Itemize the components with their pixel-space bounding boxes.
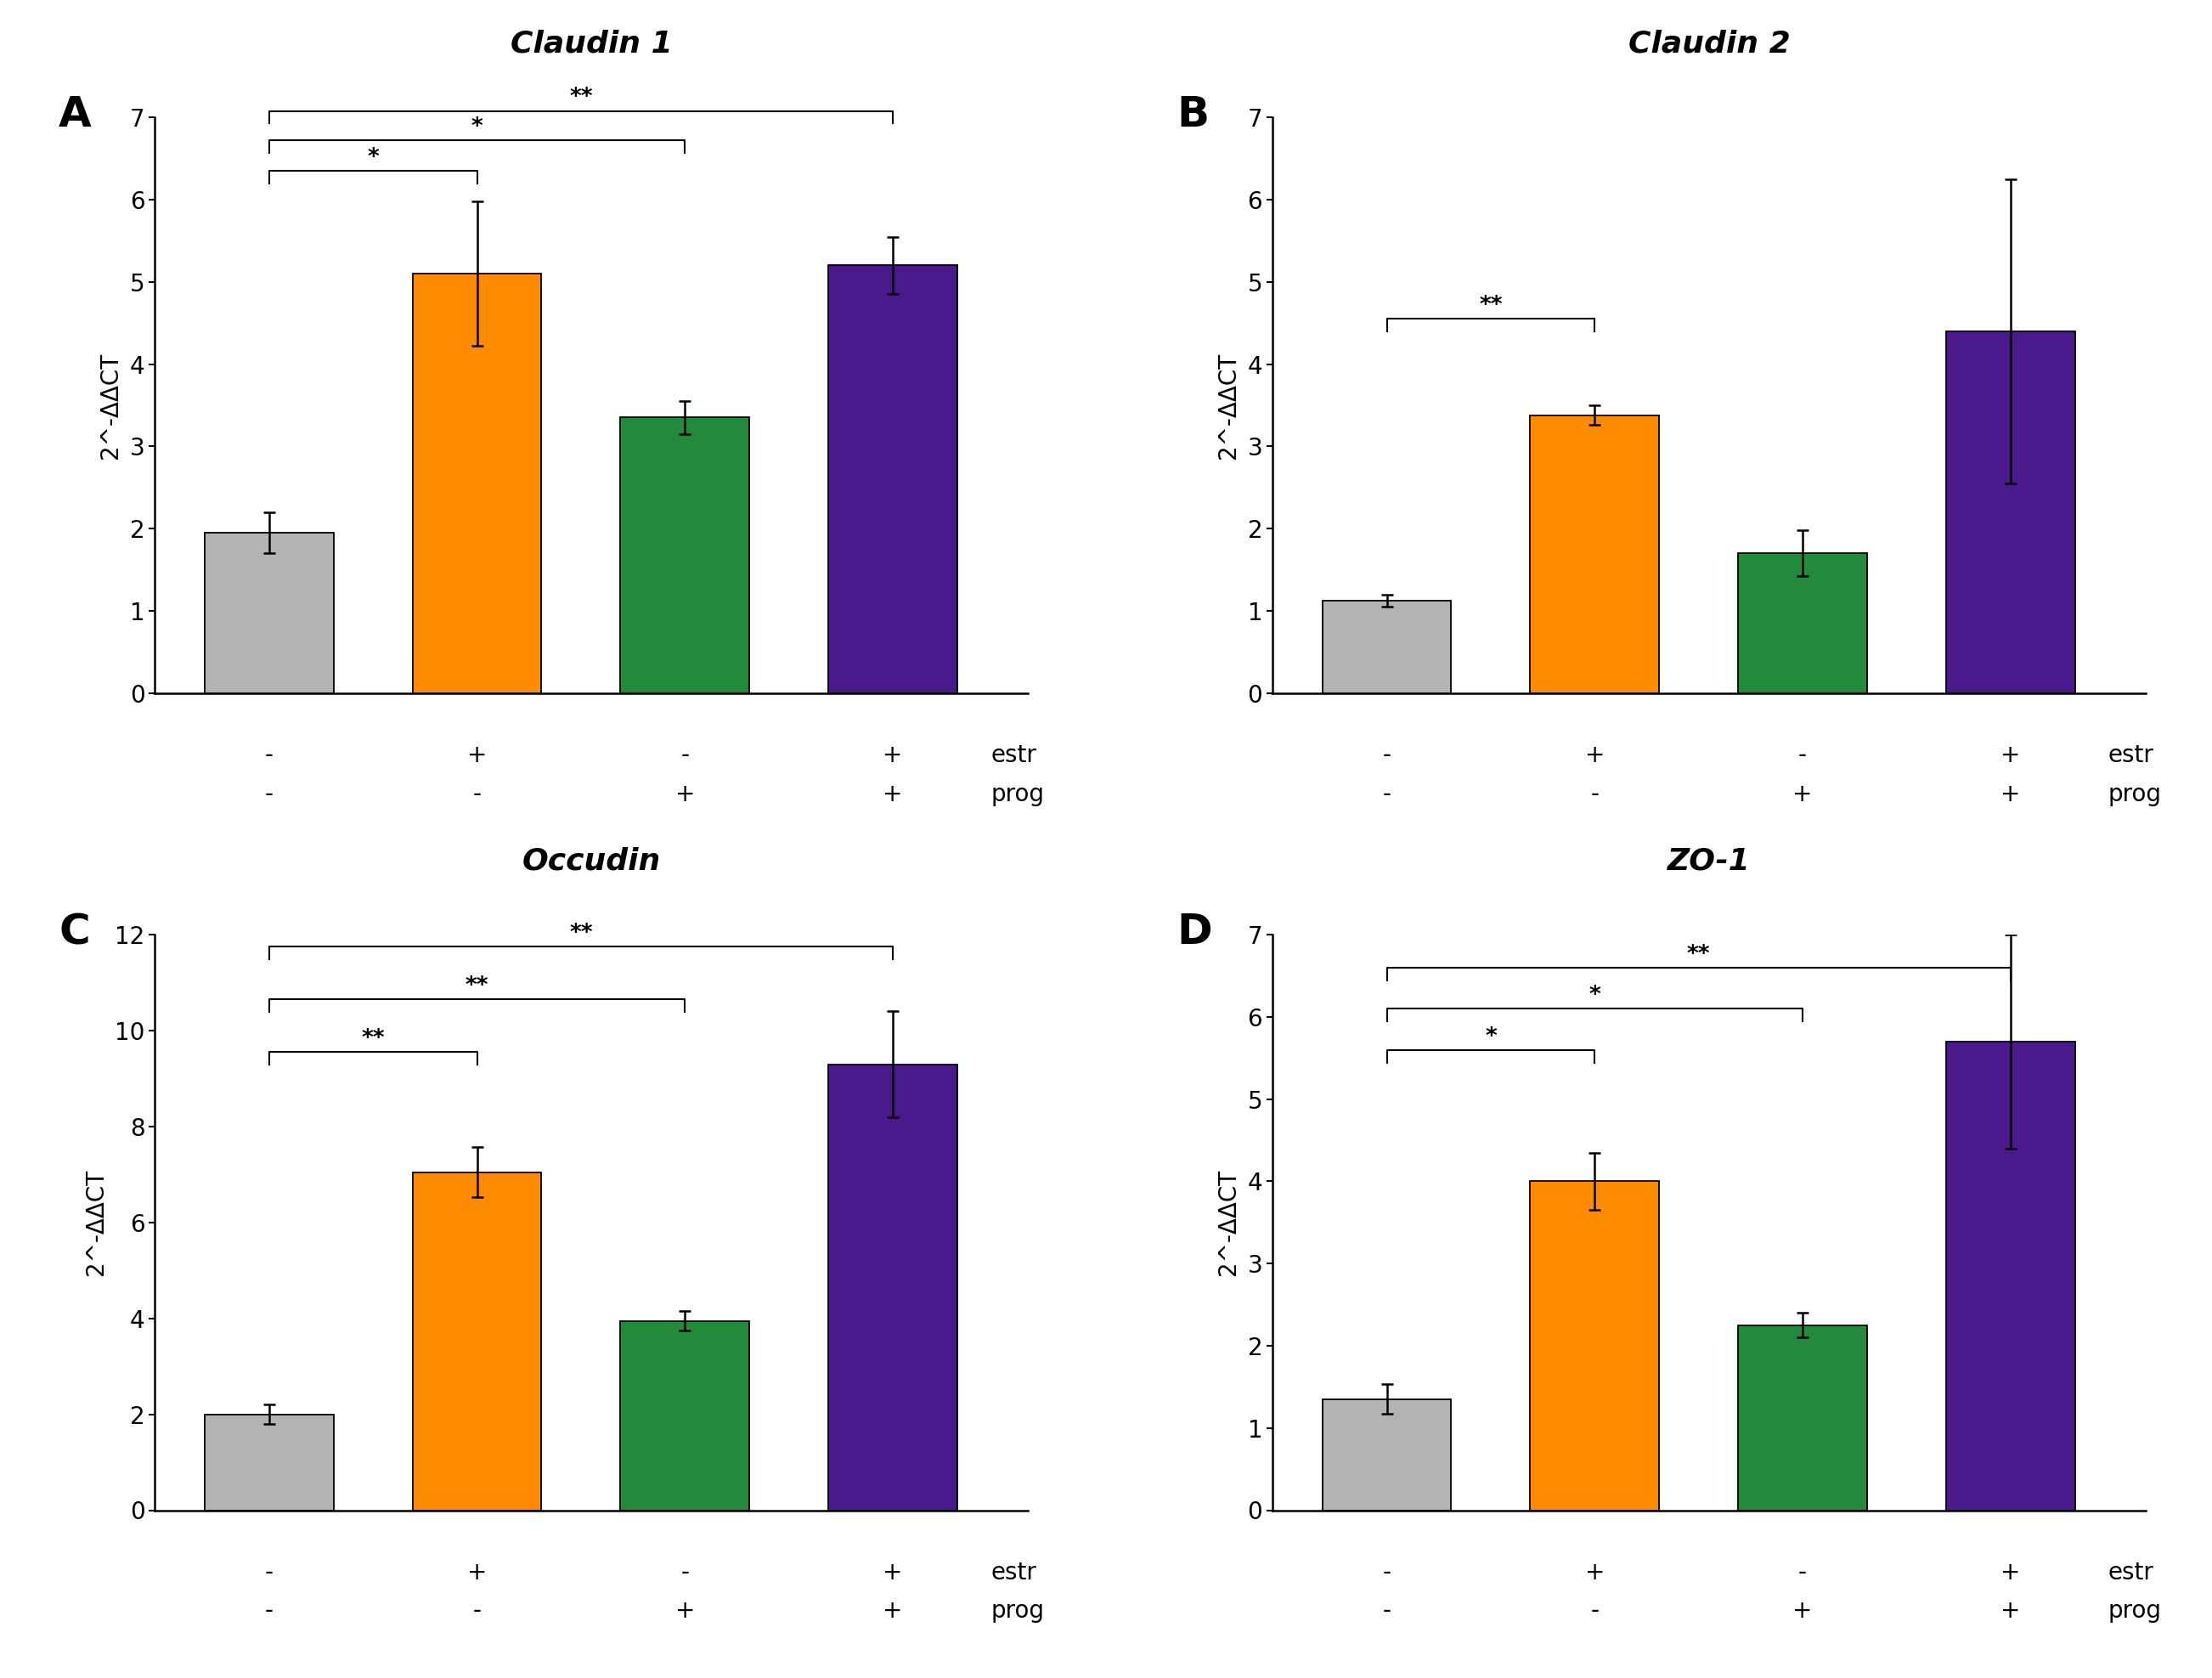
- Text: +: +: [467, 1561, 487, 1584]
- Text: -: -: [473, 782, 482, 805]
- Text: prog: prog: [2108, 782, 2161, 805]
- Text: *: *: [471, 117, 482, 139]
- Text: -: -: [1590, 1599, 1599, 1623]
- Bar: [1947, 331, 2075, 693]
- Text: -: -: [265, 782, 274, 805]
- Bar: [1323, 1399, 1451, 1510]
- Text: +: +: [467, 743, 487, 767]
- Bar: [622, 1321, 750, 1510]
- Title: Claudin 1: Claudin 1: [511, 30, 672, 59]
- Bar: [1739, 554, 1867, 693]
- Text: -: -: [1382, 1561, 1391, 1584]
- Bar: [414, 274, 542, 693]
- Text: prog: prog: [2108, 1599, 2161, 1623]
- Y-axis label: 2^-ΔΔCT: 2^-ΔΔCT: [1217, 352, 1241, 458]
- Text: -: -: [1382, 1599, 1391, 1623]
- Text: B: B: [1177, 94, 1208, 136]
- Text: +: +: [2000, 743, 2020, 767]
- Text: +: +: [1584, 1561, 1604, 1584]
- Text: **: **: [1480, 295, 1502, 317]
- Text: prog: prog: [991, 782, 1044, 805]
- Bar: [1739, 1326, 1867, 1510]
- Title: Occudin: Occudin: [522, 847, 661, 876]
- Bar: [1531, 414, 1659, 693]
- Bar: [414, 1173, 542, 1510]
- Text: estr: estr: [991, 743, 1037, 767]
- Text: **: **: [1688, 943, 1710, 967]
- Text: -: -: [1590, 782, 1599, 805]
- Text: +: +: [1792, 782, 1812, 805]
- Text: **: **: [465, 975, 489, 998]
- Text: +: +: [2000, 782, 2020, 805]
- Bar: [1531, 1181, 1659, 1510]
- Y-axis label: 2^-ΔΔCT: 2^-ΔΔCT: [1217, 1170, 1241, 1275]
- Text: +: +: [2000, 1561, 2020, 1584]
- Text: +: +: [883, 1561, 902, 1584]
- Text: A: A: [60, 94, 91, 136]
- Text: *: *: [1588, 985, 1601, 1007]
- Text: -: -: [1382, 743, 1391, 767]
- Bar: [1323, 601, 1451, 693]
- Text: +: +: [675, 782, 695, 805]
- Title: Claudin 2: Claudin 2: [1628, 30, 1790, 59]
- Text: D: D: [1177, 911, 1212, 953]
- Text: **: **: [568, 923, 593, 945]
- Text: prog: prog: [991, 1599, 1044, 1623]
- Title: ZO-1: ZO-1: [1668, 847, 1750, 876]
- Text: +: +: [883, 743, 902, 767]
- Text: **: **: [568, 87, 593, 109]
- Text: *: *: [367, 148, 378, 169]
- Text: -: -: [473, 1599, 482, 1623]
- Text: -: -: [265, 1561, 274, 1584]
- Text: -: -: [265, 1599, 274, 1623]
- Y-axis label: 2^-ΔΔCT: 2^-ΔΔCT: [100, 352, 122, 458]
- Text: *: *: [1484, 1025, 1498, 1049]
- Bar: [206, 532, 334, 693]
- Bar: [206, 1415, 334, 1510]
- Bar: [1947, 1042, 2075, 1510]
- Text: -: -: [1382, 782, 1391, 805]
- Text: estr: estr: [2108, 743, 2154, 767]
- Bar: [830, 1064, 958, 1510]
- Y-axis label: 2^-ΔΔCT: 2^-ΔΔCT: [84, 1170, 108, 1275]
- Text: +: +: [883, 1599, 902, 1623]
- Text: +: +: [675, 1599, 695, 1623]
- Text: +: +: [1584, 743, 1604, 767]
- Text: C: C: [60, 911, 91, 953]
- Text: -: -: [681, 743, 690, 767]
- Text: -: -: [1798, 1561, 1807, 1584]
- Text: +: +: [2000, 1599, 2020, 1623]
- Bar: [830, 265, 958, 693]
- Text: **: **: [361, 1029, 385, 1050]
- Text: +: +: [1792, 1599, 1812, 1623]
- Text: -: -: [1798, 743, 1807, 767]
- Text: +: +: [883, 782, 902, 805]
- Text: -: -: [681, 1561, 690, 1584]
- Text: estr: estr: [2108, 1561, 2154, 1584]
- Text: -: -: [265, 743, 274, 767]
- Text: estr: estr: [991, 1561, 1037, 1584]
- Bar: [622, 418, 750, 693]
